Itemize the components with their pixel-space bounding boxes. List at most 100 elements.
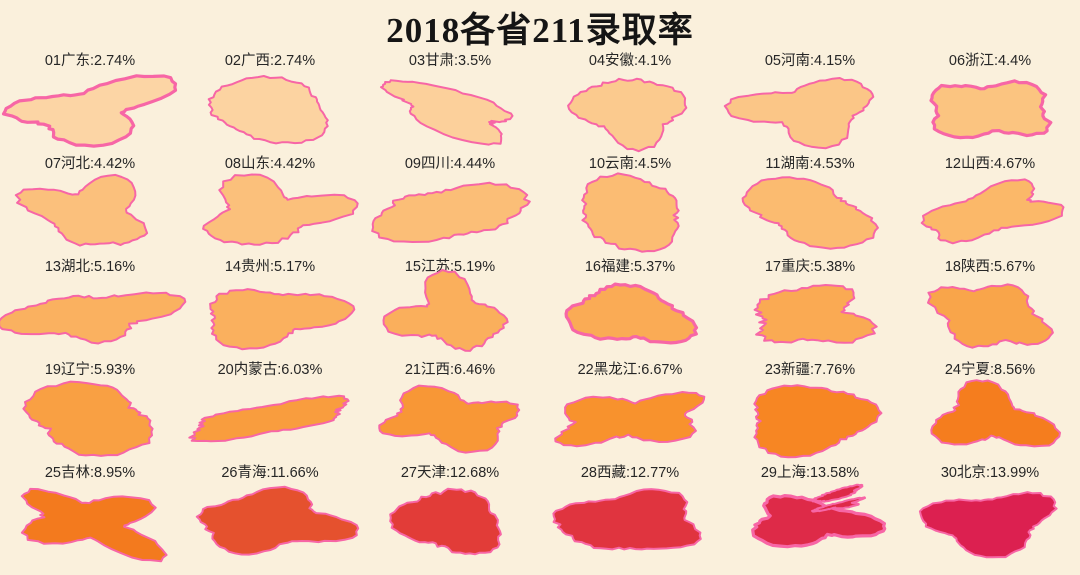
province-cell: 11湖南:4.53% — [720, 153, 900, 256]
province-grid: 01广东:2.74% 02广西:2.74% 03甘肃:3.5% 04安徽:4.1… — [0, 50, 1080, 565]
province-outline — [723, 77, 875, 150]
province-shape — [929, 79, 1053, 140]
province-label: 19辽宁:5.93% — [44, 362, 136, 378]
province-outline — [22, 380, 154, 457]
province-shape — [1, 74, 178, 148]
province-label: 11湖南:4.53% — [765, 156, 855, 172]
province-label: 21江西:6.46% — [404, 362, 496, 378]
province-outline — [753, 284, 878, 344]
province-label: 29上海:13.58% — [760, 465, 860, 481]
province-cell: 02广西:2.74% — [180, 50, 360, 153]
province-label: 28西藏:12.77% — [580, 465, 680, 481]
province-cell: 23新疆:7.76% — [720, 359, 900, 462]
province-shape — [22, 380, 154, 457]
province-outline — [564, 282, 699, 345]
province-label: 08山东:4.42% — [224, 156, 316, 172]
province-outline — [929, 79, 1053, 140]
province-cell: 24宁夏:8.56% — [900, 359, 1080, 462]
province-outline — [930, 379, 1061, 448]
province-shape — [20, 487, 168, 563]
province-shape — [741, 176, 879, 250]
province-cell: 28西藏:12.77% — [540, 462, 720, 565]
province-cell: 17重庆:5.38% — [720, 256, 900, 359]
province-label: 22黑龙江:6.67% — [577, 362, 683, 378]
province-shape — [378, 384, 521, 454]
province-shape — [380, 79, 514, 146]
page-title: 2018各省211录取率 — [386, 11, 694, 50]
province-label: 10云南:4.5% — [588, 156, 672, 172]
province-outline — [378, 384, 521, 454]
province-outline — [927, 283, 1054, 349]
province-outline — [811, 496, 867, 513]
province-label: 20内蒙古:6.03% — [217, 362, 323, 378]
province-label: 25吉林:8.95% — [44, 465, 136, 481]
province-cell: 10云南:4.5% — [540, 153, 720, 256]
province-label: 09四川:4.44% — [404, 156, 496, 172]
province-label: 14贵州:5.17% — [224, 259, 316, 275]
province-shape — [927, 283, 1054, 349]
province-label: 16福建:5.37% — [584, 259, 676, 275]
province-shape — [0, 291, 187, 345]
province-outline — [567, 77, 688, 153]
province-label: 23新疆:7.76% — [764, 362, 856, 378]
province-shape — [554, 391, 706, 448]
province-outline — [581, 172, 680, 253]
province-cell: 16福建:5.37% — [540, 256, 720, 359]
province-outline — [20, 487, 168, 563]
province-shape — [918, 491, 1058, 559]
province-cell: 13湖北:5.16% — [0, 256, 187, 359]
province-cell: 20内蒙古:6.03% — [180, 359, 360, 462]
province-outline — [195, 485, 360, 556]
province-outline — [207, 75, 329, 145]
province-outline — [380, 79, 514, 146]
province-cell: 05河南:4.15% — [720, 50, 900, 153]
province-shape — [564, 282, 699, 345]
province-label: 03甘肃:3.5% — [408, 53, 492, 69]
province-label: 01广东:2.74% — [44, 53, 136, 69]
province-shape — [389, 487, 502, 556]
province-cell: 03甘肃:3.5% — [360, 50, 540, 153]
province-label: 30北京:13.99% — [940, 465, 1040, 481]
province-label: 17重庆:5.38% — [764, 259, 856, 275]
province-shape — [209, 288, 356, 351]
province-label: 24宁夏:8.56% — [944, 362, 1036, 378]
province-cell: 08山东:4.42% — [180, 153, 360, 256]
province-cell: 30北京:13.99% — [900, 462, 1080, 565]
province-outline — [918, 491, 1058, 559]
province-outline — [920, 178, 1065, 245]
province-cell: 09四川:4.44% — [360, 153, 540, 256]
province-cell: 12山西:4.67% — [900, 153, 1080, 256]
province-outline — [552, 488, 702, 551]
province-shape — [195, 485, 360, 556]
province-shape — [753, 384, 883, 459]
province-cell: 22黑龙江:6.67% — [540, 359, 720, 462]
province-cell: 26青海:11.66% — [180, 462, 360, 565]
province-shape — [723, 77, 875, 150]
province-shape — [552, 488, 702, 551]
province-cell: 21江西:6.46% — [360, 359, 540, 462]
province-cell: 29上海:13.58% — [720, 462, 900, 565]
province-outline — [0, 291, 187, 345]
province-cell: 18陕西:5.67% — [900, 256, 1080, 359]
province-label: 12山西:4.67% — [944, 156, 1036, 172]
province-outline — [14, 173, 149, 247]
province-shape — [751, 483, 887, 549]
province-cell: 01广东:2.74% — [0, 50, 180, 153]
province-outline — [1, 74, 178, 148]
province-shape — [371, 181, 531, 243]
province-shape — [14, 173, 149, 247]
province-outline — [188, 394, 350, 443]
province-cell: 25吉林:8.95% — [0, 462, 180, 565]
province-shape — [581, 172, 680, 253]
province-outline — [753, 384, 883, 459]
province-outline — [741, 176, 879, 250]
province-outline — [554, 391, 706, 448]
province-cell: 07河北:4.42% — [0, 153, 180, 256]
province-shape — [188, 394, 350, 443]
province-outline — [811, 483, 864, 504]
province-shape — [567, 77, 688, 153]
province-shape — [930, 379, 1061, 448]
province-outline — [209, 288, 356, 351]
province-shape — [382, 269, 509, 352]
province-cell: 15江苏:5.19% — [360, 256, 540, 359]
